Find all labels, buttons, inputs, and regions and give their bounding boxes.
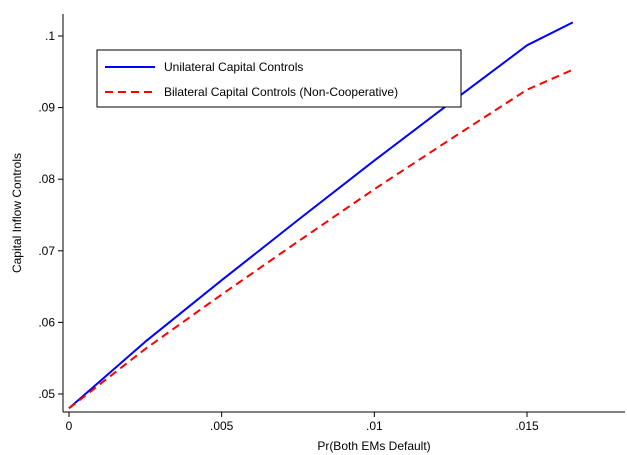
y-tick-label: .08: [38, 172, 55, 186]
legend-label-1: Unilateral Capital Controls: [164, 60, 303, 74]
x-tick-label: 0: [66, 419, 73, 433]
x-tick-label: .01: [366, 419, 383, 433]
y-tick-label: .07: [38, 244, 55, 258]
series-line-1: [68, 21, 574, 410]
series-line-2: [68, 68, 574, 410]
axes: .05 .06 .07 .08 .09 .1 0 .005 .01 .015: [38, 14, 625, 433]
y-tick-label: .05: [38, 387, 55, 401]
x-axis-label: Pr(Both EMs Default): [317, 439, 430, 453]
y-axis-label: Capital Inflow Controls: [10, 153, 24, 273]
legend: Unilateral Capital Controls Bilateral Cap…: [96, 49, 462, 108]
x-tick-label: .005: [210, 419, 234, 433]
y-tick-label: .06: [38, 315, 55, 329]
legend-box: [96, 49, 462, 108]
x-tick-label: .015: [515, 419, 539, 433]
y-tick-label: .1: [45, 29, 55, 43]
legend-label-2: Bilateral Capital Controls (Non-Cooperat…: [164, 85, 398, 99]
y-tick-label: .09: [38, 101, 55, 115]
series-layer: [68, 21, 574, 410]
